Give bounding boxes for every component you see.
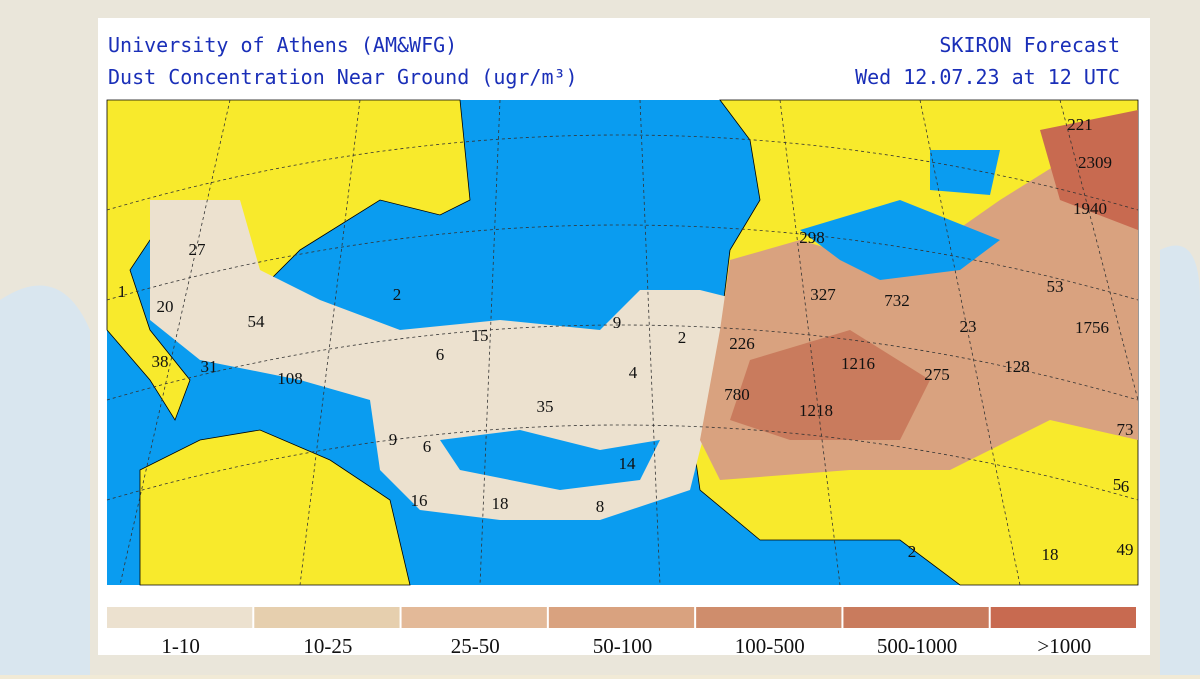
map-label: 780 [724,385,750,404]
map-label: 35 [537,397,554,416]
map-label: 732 [884,291,910,310]
model: SKIRON Forecast [939,33,1120,57]
legend-label: 1-10 [161,634,200,658]
map-label: 298 [799,228,825,247]
map-label: 2 [393,285,402,304]
map-label: 1940 [1073,199,1107,218]
map-label: 9 [389,430,398,449]
legend-swatch [696,607,842,628]
product: Dust Concentration Near Ground (ugr/m³) [108,65,578,89]
legend-swatch [107,607,253,628]
legend-swatch [548,607,695,628]
dust-area [150,200,740,520]
map-label: 20 [157,297,174,316]
legend-swatch [401,607,547,628]
map-label: 6 [423,437,432,456]
dust-area [1040,110,1138,230]
map-label: 128 [1004,357,1030,376]
map-label: 14 [619,454,637,473]
map-label: 327 [810,285,836,304]
legend-label: >1000 [1037,634,1091,658]
legend-label: 10-25 [303,634,352,658]
institution: University of Athens (AM&WFG) [108,33,457,57]
legend-label: 100-500 [735,634,805,658]
map-label: 18 [492,494,509,513]
map-label: 15 [472,326,489,345]
map-label: 6 [1121,477,1130,496]
map-label: 108 [277,369,303,388]
map-label: 1 [118,282,127,301]
map-label: 2 [678,328,687,347]
sea [930,150,1000,195]
map-label: 23 [960,317,977,336]
map-label: 53 [1047,277,1064,296]
legend-label: 50-100 [593,634,653,658]
valid-time: Wed 12.07.23 at 12 UTC [855,65,1120,89]
map-label: 31 [201,357,218,376]
dust-area [730,330,930,440]
legend: 1-10 10-25 25-50 50-100 100-500 500-1000 >1000 [107,607,1136,658]
land [139,429,411,586]
map-label: 8 [596,497,605,516]
map-label: 1216 [841,354,875,373]
map-label: 73 [1117,420,1134,439]
sea [800,200,1000,280]
sea [440,430,660,490]
map-label: 38 [152,352,169,371]
map-label: 2 [908,542,917,561]
map-label: 9 [613,313,622,332]
map-label: 1756 [1075,318,1109,337]
legend-swatch [254,607,400,628]
legend-swatch [843,607,989,628]
map-label: 221 [1067,115,1093,134]
map-label: 2309 [1078,153,1112,172]
map-label: 6 [436,345,445,364]
map-label: 54 [248,312,266,331]
map-label: 1218 [799,401,833,420]
legend-label: 25-50 [451,634,500,658]
map-label: 5 [1113,475,1122,494]
map-label: 275 [924,365,950,384]
map-label: 18 [1042,545,1059,564]
legend-label: 500-1000 [877,634,958,658]
map-label: 27 [189,240,207,259]
map-label: 16 [411,491,428,510]
map-label: 49 [1117,540,1134,559]
graticule [106,99,1139,586]
map-label: 226 [729,334,755,353]
legend-swatch [990,607,1136,628]
map-label: 4 [629,363,638,382]
